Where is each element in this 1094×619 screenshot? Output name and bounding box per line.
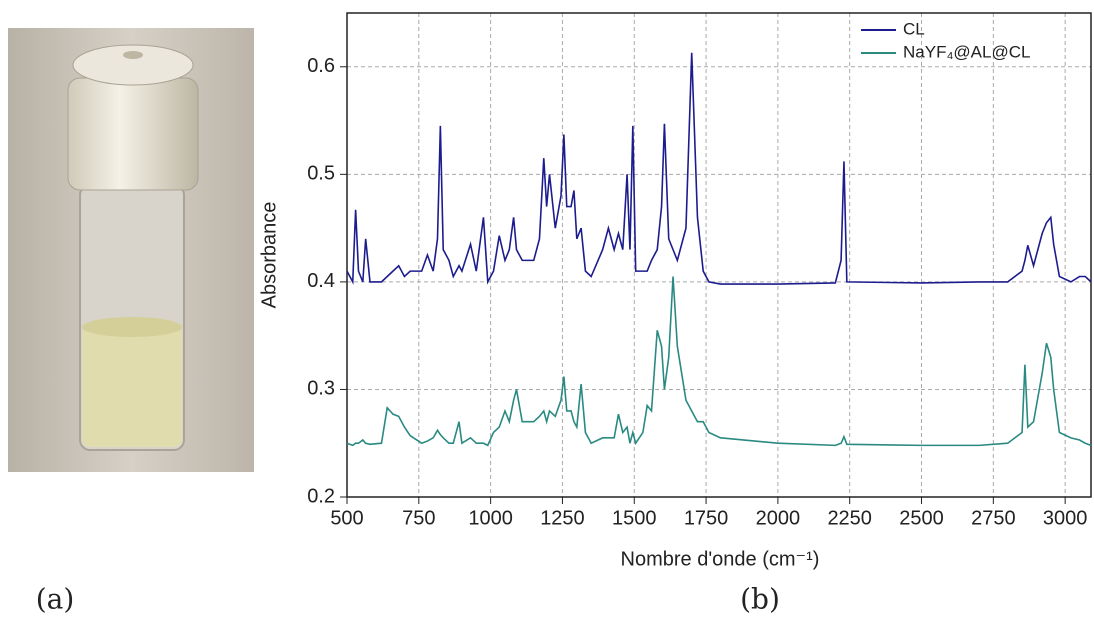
x-tick-label: 1000 xyxy=(468,507,513,529)
x-tick-label: 500 xyxy=(330,507,363,529)
x-tick-label: 1750 xyxy=(684,507,729,529)
y-tick-label: 0.4 xyxy=(307,270,335,292)
x-tick-label: 2500 xyxy=(899,507,944,529)
x-tick-label: 3000 xyxy=(1043,507,1088,529)
x-axis-label: Nombre d'onde (cm⁻¹) xyxy=(621,548,820,570)
panel-label: (a) xyxy=(36,583,75,616)
y-axis-label: Absorbance xyxy=(258,202,280,309)
y-tick-label: 0.5 xyxy=(307,163,335,185)
panel-label: (b) xyxy=(740,583,780,616)
spectrum-line xyxy=(346,276,1092,447)
x-tick-label: 2250 xyxy=(827,507,872,529)
x-tick-label: 1500 xyxy=(612,507,657,529)
photo xyxy=(8,28,254,472)
legend-label: CL xyxy=(903,19,925,38)
y-tick-label: 0.2 xyxy=(307,485,335,507)
y-tick-label: 0.6 xyxy=(307,55,335,77)
y-tick-label: 0.3 xyxy=(307,378,335,400)
x-tick-label: 2000 xyxy=(756,507,801,529)
x-tick-label: 750 xyxy=(402,507,435,529)
spectrum-line xyxy=(346,52,1092,285)
x-tick-label: 1250 xyxy=(540,507,585,529)
x-tick-label: 2750 xyxy=(971,507,1016,529)
legend-label: NaYF₄@AL@CL xyxy=(903,42,1030,61)
plot-frame xyxy=(346,12,1092,498)
